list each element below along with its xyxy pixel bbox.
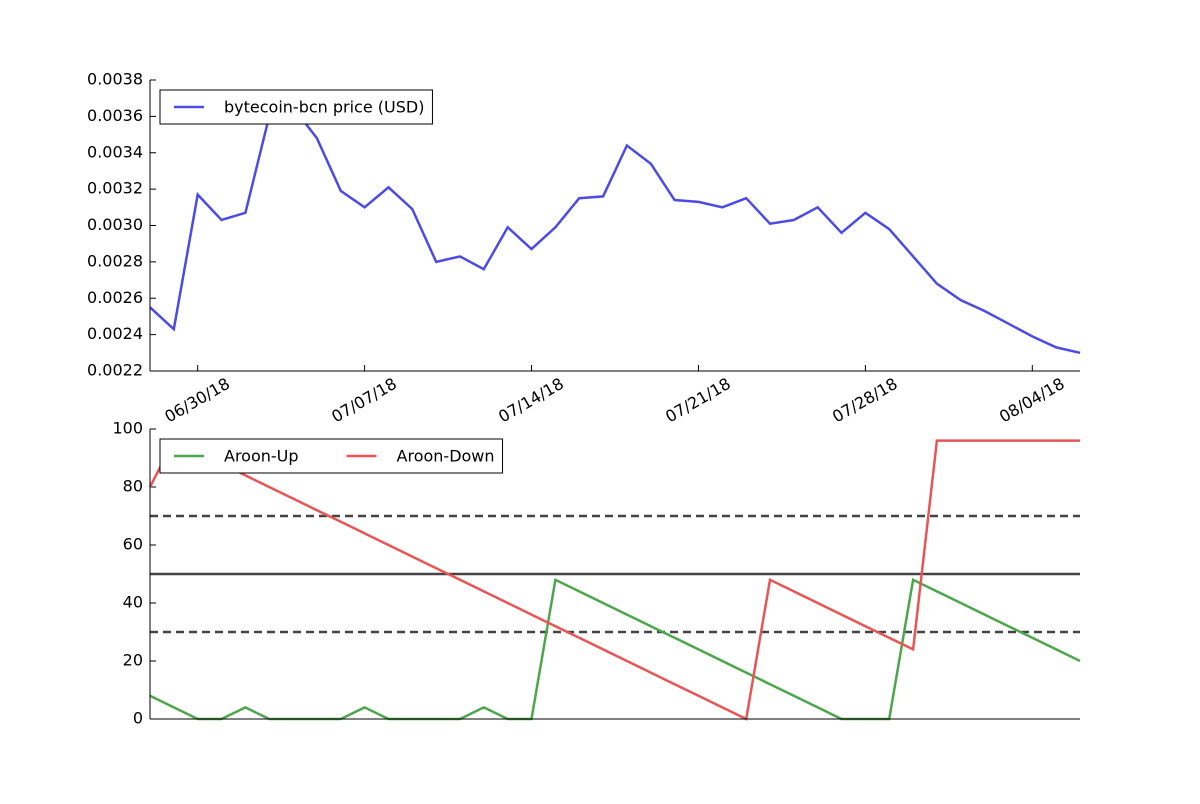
y-tick-label: 0.0028 (87, 251, 143, 270)
y-tick-label: 100 (112, 419, 143, 438)
legend-label: bytecoin-bcn price (USD) (224, 98, 424, 117)
y-tick-label: 60 (123, 535, 143, 554)
y-tick-label: 0.0036 (87, 106, 143, 125)
y-tick-label: 40 (123, 593, 143, 612)
legend-box (159, 89, 433, 125)
y-tick-label: 0.0034 (87, 142, 143, 161)
y-tick-label: 0.0038 (87, 70, 143, 89)
y-tick-label: 0.0026 (87, 288, 143, 307)
legend-label: Aroon-Down (397, 447, 495, 466)
series-line (148, 438, 1080, 721)
y-tick-label: 80 (123, 477, 143, 496)
y-tick-label: 0 (133, 709, 143, 728)
legend-box (159, 438, 504, 474)
y-tick-label: 0.0032 (87, 179, 143, 198)
y-tick-label: 0.0024 (87, 324, 143, 343)
y-tick-label: 0.0022 (87, 361, 143, 380)
legend-label: Aroon-Up (224, 447, 299, 466)
y-tick-label: 0.0030 (87, 215, 143, 234)
y-tick-label: 20 (123, 651, 143, 670)
